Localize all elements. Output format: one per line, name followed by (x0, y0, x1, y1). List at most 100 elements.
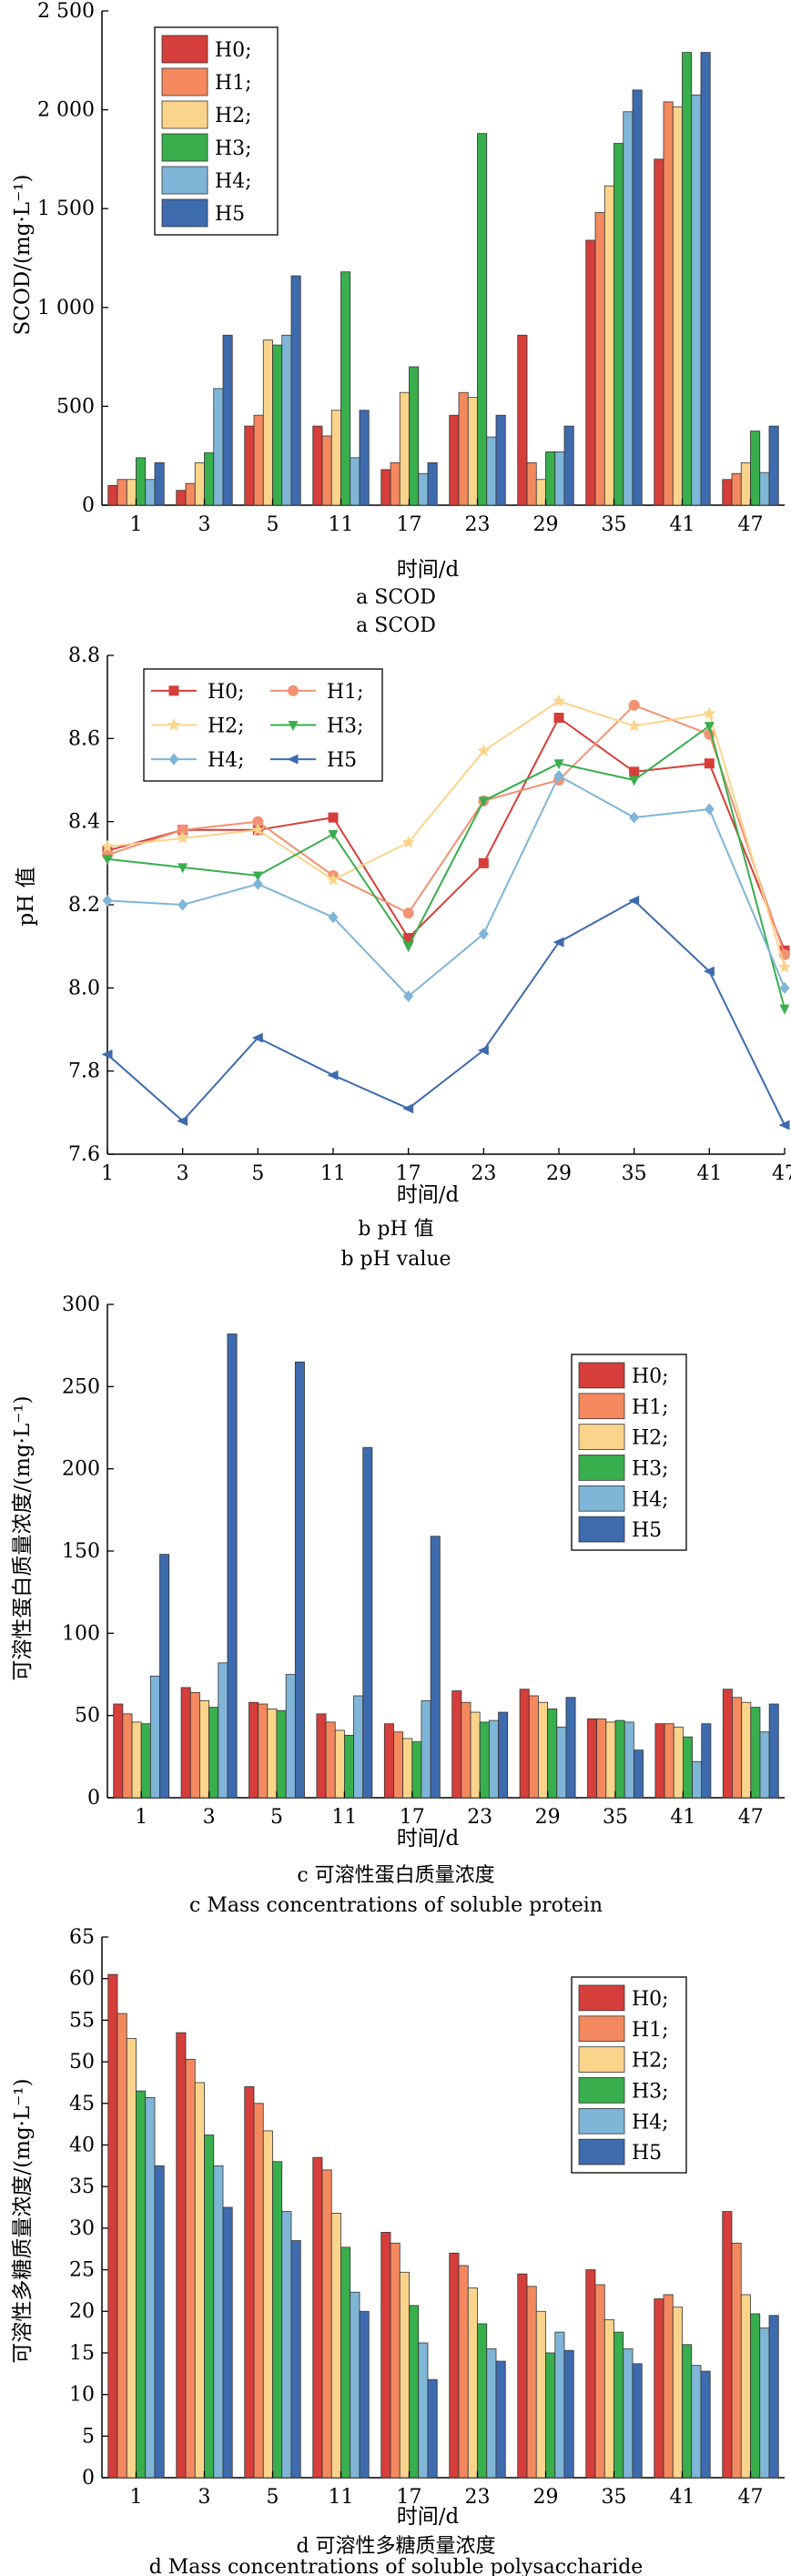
bar (722, 479, 733, 506)
data-point (704, 722, 715, 733)
x-tick-label: 29 (546, 1162, 572, 1185)
bar (180, 1687, 191, 1799)
x-tick-label: 35 (603, 1806, 628, 1829)
bar (683, 1736, 693, 1799)
bar (359, 2310, 370, 2479)
bar (692, 1760, 703, 1799)
data-point (327, 1070, 339, 1080)
bar (461, 1701, 472, 1799)
bar (596, 1718, 607, 1799)
data-point (478, 928, 489, 940)
bar (145, 479, 156, 506)
legend-label: H1; (215, 72, 252, 95)
legend-label: H2; (632, 1427, 669, 1450)
x-tick-label: 1 (130, 513, 143, 536)
bar (545, 451, 556, 506)
data-point (628, 699, 640, 711)
legend-label: H3; (632, 2080, 669, 2103)
bar (633, 1749, 644, 1799)
bar (594, 212, 605, 506)
bar (399, 391, 410, 506)
bar (176, 490, 187, 506)
bar (258, 1703, 269, 1799)
bar (380, 2232, 391, 2479)
legend-marker (287, 754, 299, 765)
caption: b pH 值 (358, 1218, 433, 1241)
bar (517, 2273, 528, 2479)
panel-a-scod: SCOD/(mg·L⁻¹) 时间/d a SCOD a SCOD 0 500 1 0… (11, 0, 785, 637)
y-tick-label: 5 (82, 2425, 95, 2448)
bar (663, 101, 674, 506)
bar (623, 2348, 634, 2479)
legend-marker (168, 685, 179, 696)
bar (467, 2287, 478, 2479)
y-tick-label: 1 500 (37, 198, 95, 220)
bar (421, 1700, 431, 1799)
bar (340, 271, 351, 506)
bar (486, 2348, 497, 2479)
bar (768, 1703, 779, 1799)
bar (107, 484, 118, 506)
bar (731, 472, 742, 506)
bar (393, 1731, 404, 1799)
bar (632, 2363, 643, 2479)
bar (248, 1701, 259, 1799)
bar (700, 52, 711, 506)
bar (768, 2315, 779, 2479)
bar (316, 1713, 327, 1799)
bar (554, 2331, 565, 2479)
data-point (328, 829, 339, 840)
bar (750, 2313, 761, 2479)
panel-c-protein: 可溶性蛋白质量浓度/(mg·L⁻¹) 时间/d c 可溶性蛋白质量浓度 c Ma… (11, 1293, 785, 1917)
legend-label: H3; (632, 1457, 669, 1480)
series-line (106, 716, 786, 951)
legend-label: H5 (632, 2142, 662, 2165)
bar (632, 89, 643, 506)
bar (517, 334, 528, 506)
data-point (402, 1103, 414, 1114)
bar (740, 2294, 751, 2479)
data-point (553, 769, 564, 782)
y-tick-label: 20 (69, 2300, 95, 2323)
x-tick-label: 41 (670, 2486, 695, 2509)
data-point (328, 911, 339, 924)
bar (722, 1689, 733, 1799)
series-line (106, 775, 786, 998)
y-tick-label: 250 (62, 1375, 100, 1398)
legend-label: H5 (632, 1519, 662, 1542)
bar (682, 52, 693, 506)
bar (427, 2378, 438, 2479)
data-point (252, 871, 263, 882)
bar (663, 2294, 674, 2479)
bar (740, 461, 751, 506)
bar (486, 436, 497, 506)
bar (253, 2103, 264, 2479)
panel-d-polysaccharide: 可溶性多糖质量浓度/(mg·L⁻¹) 时间/d d 可溶性多糖质量浓度 d Ma… (11, 1926, 785, 2576)
bar (449, 2252, 460, 2479)
x-tick-label: 11 (329, 2486, 354, 2509)
x-tick-label: 47 (738, 513, 764, 536)
x-tick-label: 11 (320, 1162, 346, 1185)
data-point (177, 863, 188, 874)
data-point (704, 758, 715, 769)
bar (350, 457, 360, 506)
data-point (478, 857, 489, 868)
bar (547, 1709, 558, 1799)
bar (136, 457, 147, 506)
bar (750, 1707, 761, 1799)
data-point (326, 873, 340, 886)
bar (227, 1334, 238, 1799)
bar (145, 2096, 156, 2479)
bar (614, 1719, 625, 1799)
data-point (176, 831, 189, 844)
bar (458, 391, 469, 506)
x-tick-label: 47 (738, 1806, 764, 1829)
data-point (704, 803, 715, 816)
bar (325, 1721, 336, 1799)
bar (294, 1361, 305, 1799)
x-tick-label: 35 (602, 513, 627, 536)
data-point (252, 877, 263, 890)
data-point (629, 776, 640, 786)
data-point (477, 1045, 489, 1056)
y-tick-label: 2 500 (37, 0, 95, 23)
